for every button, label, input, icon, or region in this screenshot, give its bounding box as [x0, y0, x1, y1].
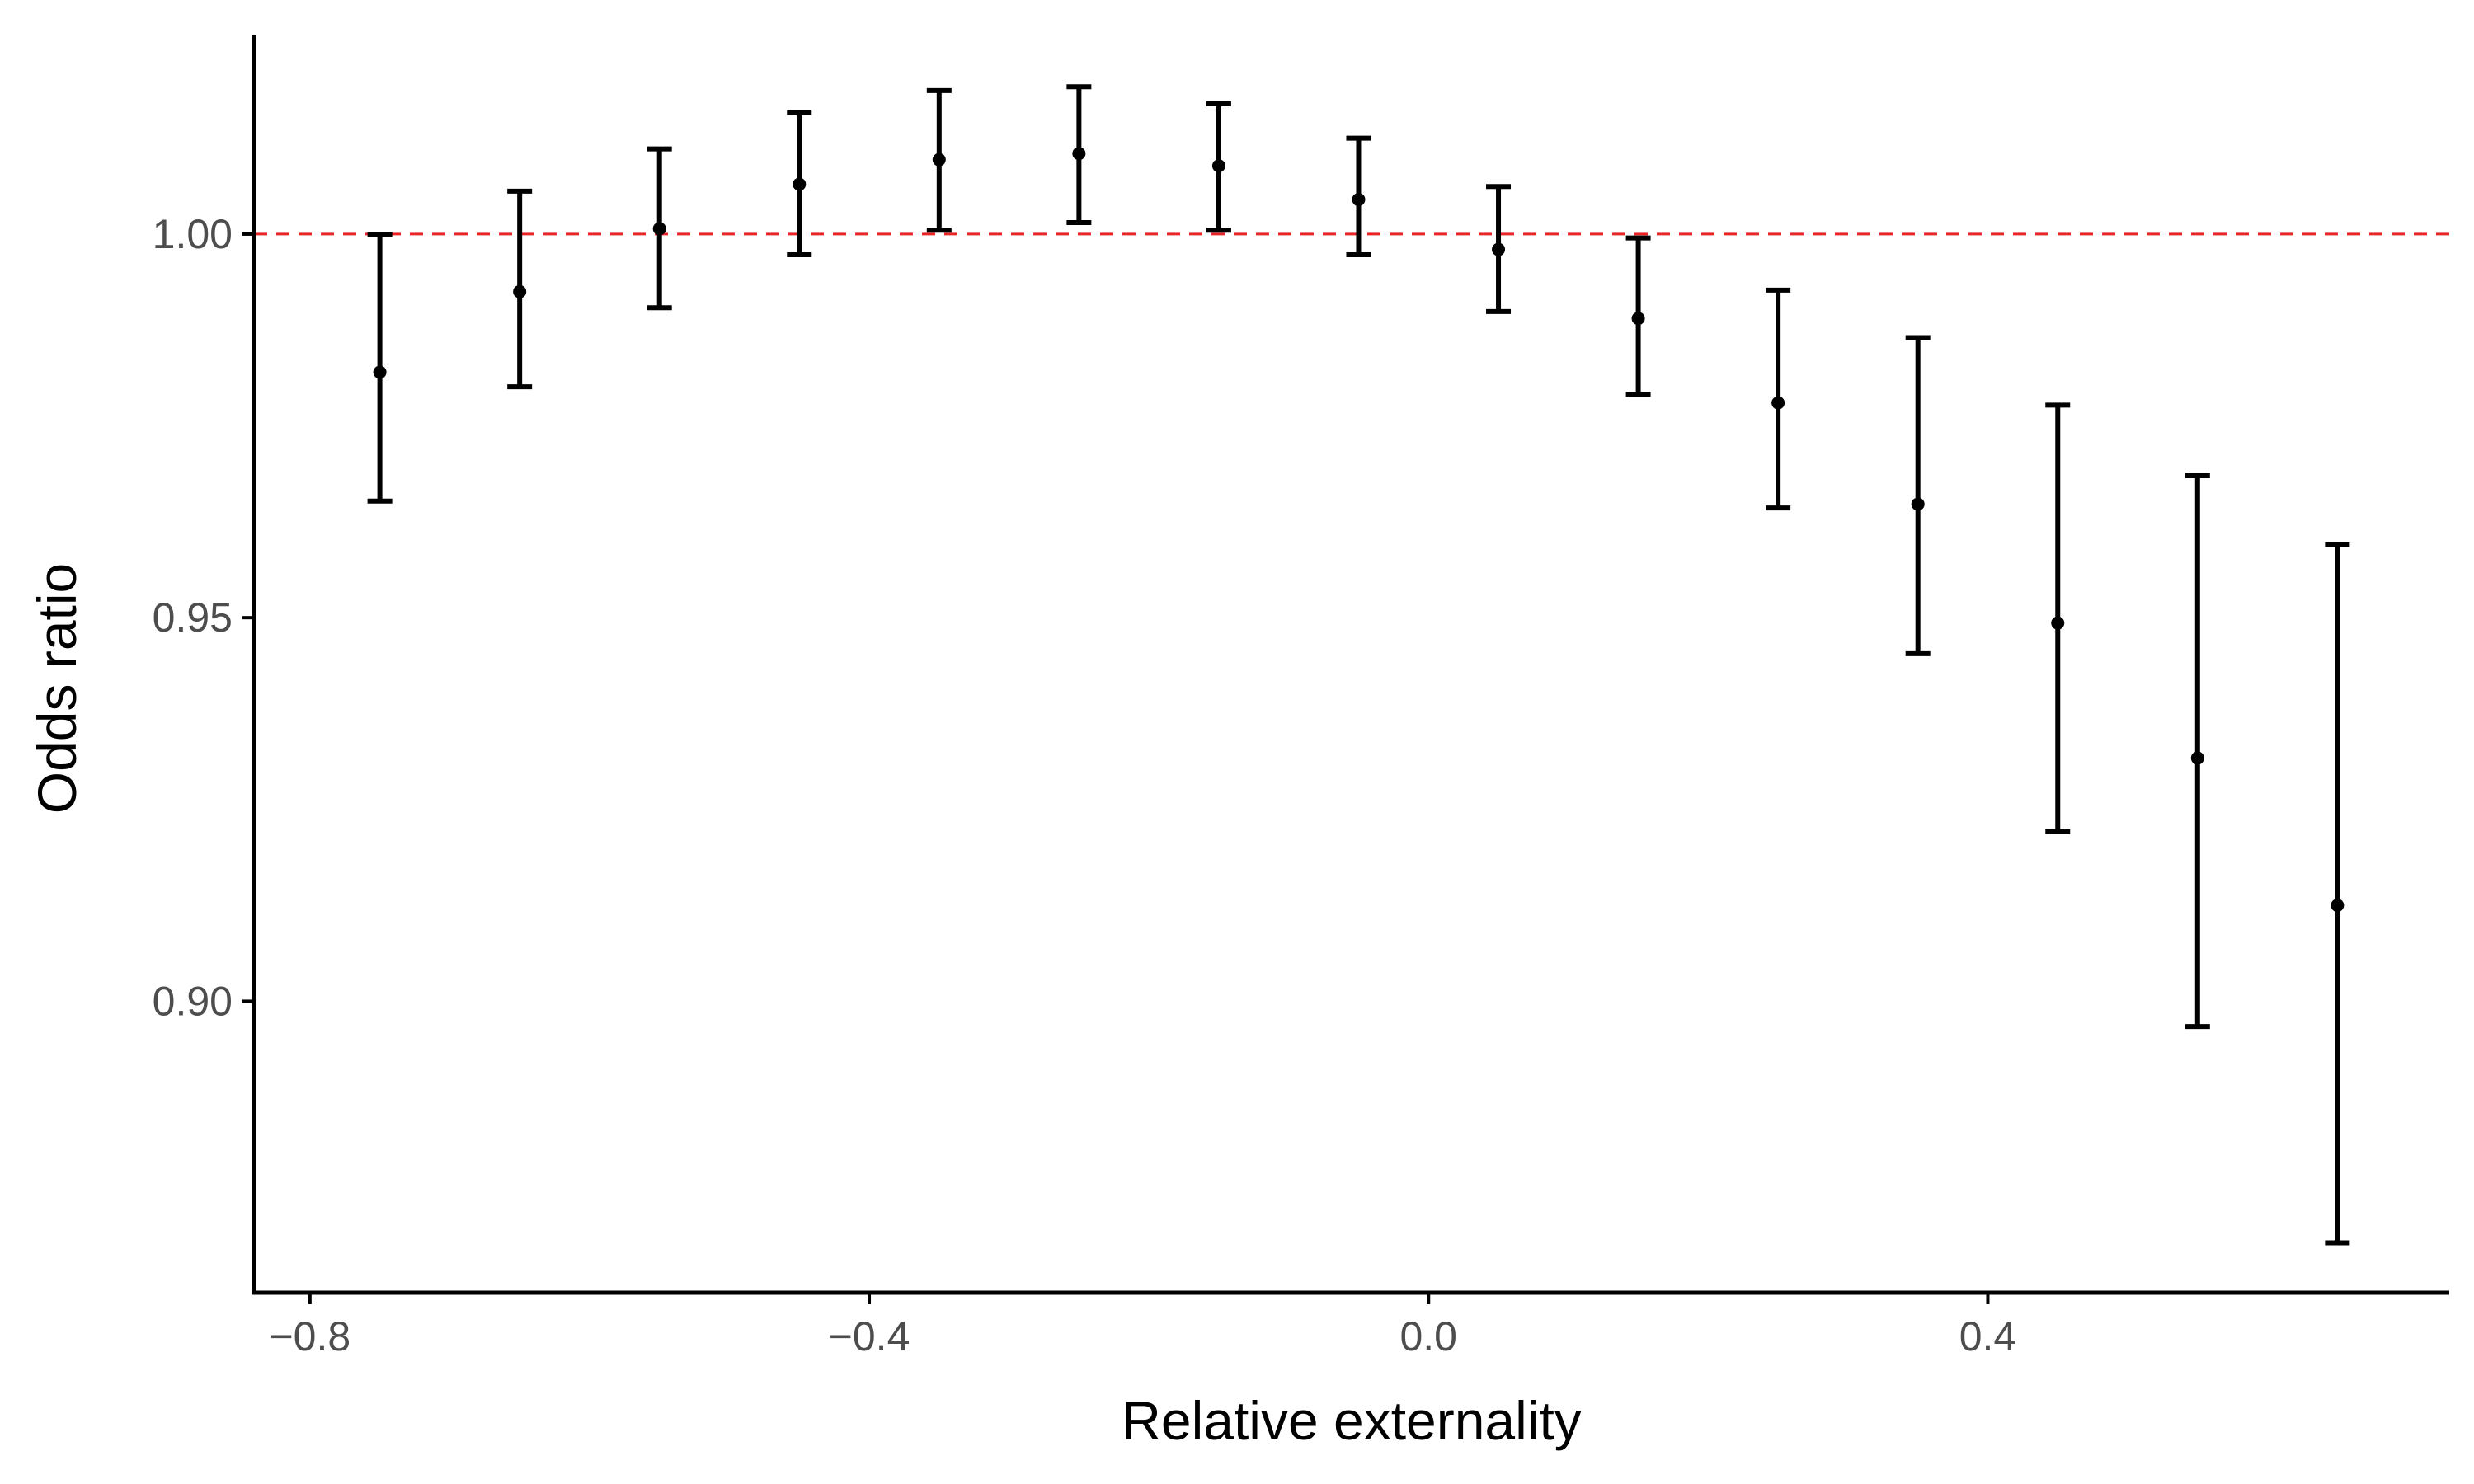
x-tick-label: −0.8 — [269, 1313, 350, 1360]
x-axis-title: Relative externality — [1122, 1390, 1582, 1451]
y-tick-label: 1.00 — [153, 211, 233, 257]
data-point — [1211, 159, 1225, 173]
data-point — [373, 365, 387, 379]
y-axis-title: Odds ratio — [26, 563, 87, 814]
y-axis-ticks: 0.90 0.95 1.00 — [153, 211, 254, 1024]
plot-area — [254, 84, 2449, 1246]
data-point — [513, 284, 527, 298]
x-tick-label: −0.4 — [829, 1313, 910, 1360]
data-point — [1492, 242, 1506, 256]
y-tick-label: 0.95 — [153, 594, 233, 641]
x-tick-label: 0.0 — [1399, 1313, 1457, 1360]
x-axis-ticks: −0.8 −0.4 0.0 0.4 — [269, 1293, 2016, 1360]
data-point — [1631, 312, 1645, 326]
data-point — [2190, 751, 2204, 765]
data-point — [932, 153, 946, 167]
data-point — [793, 177, 807, 191]
x-tick-label: 0.4 — [1959, 1313, 2017, 1360]
data-point — [2331, 899, 2345, 913]
data-point — [1072, 147, 1086, 161]
data-point — [1352, 193, 1366, 207]
y-tick-label: 0.90 — [153, 978, 233, 1024]
data-point — [1911, 497, 1925, 511]
data-point — [652, 222, 666, 236]
data-point — [1771, 396, 1785, 410]
data-point — [2051, 616, 2065, 630]
